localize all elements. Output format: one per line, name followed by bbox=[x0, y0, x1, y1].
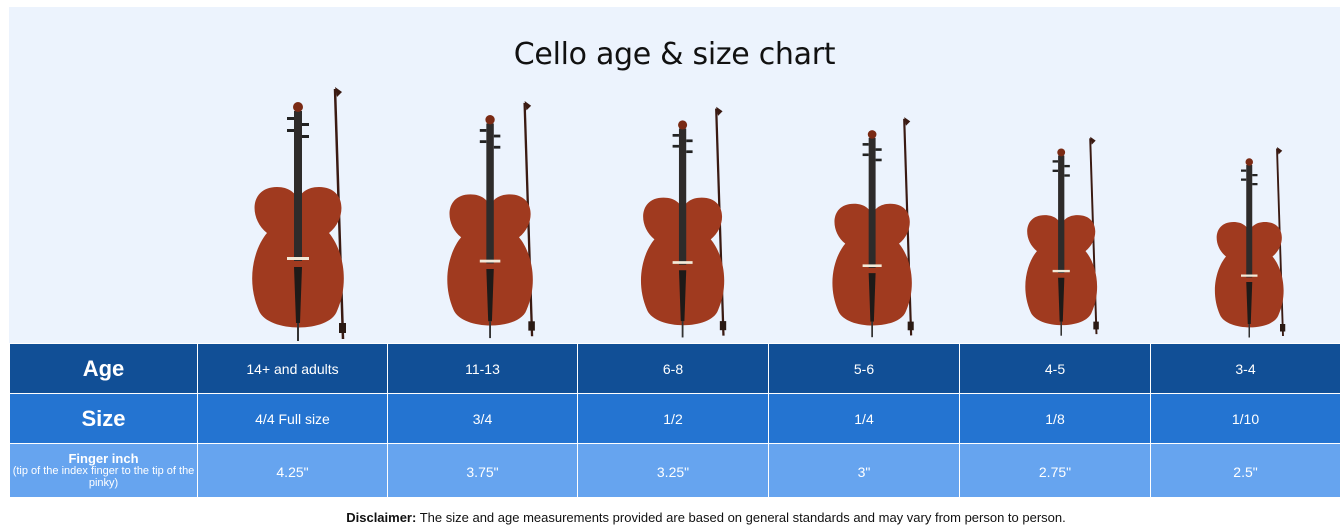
size-cell: 1/2 bbox=[577, 393, 769, 444]
size-row-header: Size bbox=[9, 393, 198, 444]
finger-inch-cell: 3.25" bbox=[577, 443, 769, 498]
disclaimer: Disclaimer: The size and age measurement… bbox=[0, 510, 1340, 525]
size-chart-table: Age 14+ and adults 11-13 6-8 5-6 4-5 3-4… bbox=[9, 343, 1340, 498]
finger-inch-cell: 3.75" bbox=[387, 443, 578, 498]
cello-illustration-1-10 bbox=[1205, 143, 1295, 343]
size-cell: 4/4 Full size bbox=[197, 393, 388, 444]
age-cell: 4-5 bbox=[959, 343, 1151, 394]
cello-illustration-full bbox=[239, 87, 359, 343]
disclaimer-label: Disclaimer: bbox=[346, 510, 417, 525]
age-cell: 5-6 bbox=[768, 343, 960, 394]
finger-inch-cell: 2.75" bbox=[959, 443, 1151, 498]
page-title: Cello age & size chart bbox=[513, 37, 836, 72]
size-cell: 1/4 bbox=[768, 393, 960, 444]
size-cell: 1/8 bbox=[959, 393, 1151, 444]
finger-inch-row-header: Finger inch (tip of the index finger to … bbox=[9, 443, 198, 498]
age-cell: 11-13 bbox=[387, 343, 578, 394]
age-cell: 3-4 bbox=[1150, 343, 1340, 394]
cello-illustration-1-8 bbox=[1015, 131, 1109, 343]
size-row: Size 4/4 Full size 3/4 1/2 1/4 1/8 1/10 bbox=[9, 393, 1340, 444]
finger-inch-cell: 4.25" bbox=[197, 443, 388, 498]
size-cell: 1/10 bbox=[1150, 393, 1340, 444]
finger-inch-note: (tip of the index finger to the tip of t… bbox=[12, 464, 195, 489]
age-cell: 14+ and adults bbox=[197, 343, 388, 394]
finger-inch-title: Finger inch bbox=[68, 450, 139, 466]
age-row-header: Age bbox=[9, 343, 198, 394]
finger-inch-cell: 3" bbox=[768, 443, 960, 498]
disclaimer-text: The size and age measurements provided a… bbox=[419, 510, 1066, 525]
cello-illustration-1-2 bbox=[629, 103, 738, 343]
age-cell: 6-8 bbox=[577, 343, 769, 394]
cello-illustration-1-4 bbox=[821, 113, 925, 343]
finger-inch-row: Finger inch (tip of the index finger to … bbox=[9, 443, 1340, 498]
age-row: Age 14+ and adults 11-13 6-8 5-6 4-5 3-4 bbox=[9, 343, 1340, 394]
image-panel: Cello age & size chart bbox=[9, 7, 1340, 343]
size-cell: 3/4 bbox=[387, 393, 578, 444]
cello-illustration-3-4 bbox=[435, 98, 547, 343]
finger-inch-cell: 2.5" bbox=[1150, 443, 1340, 498]
